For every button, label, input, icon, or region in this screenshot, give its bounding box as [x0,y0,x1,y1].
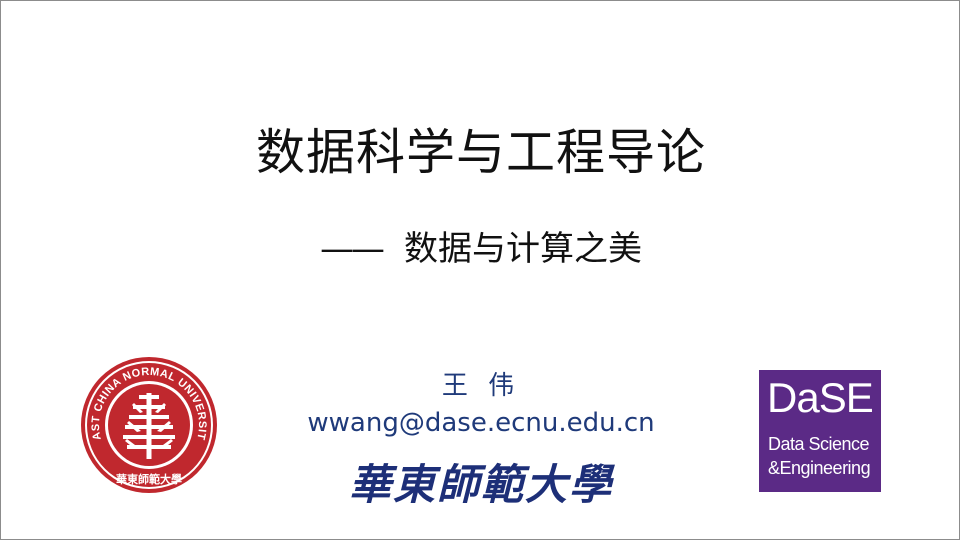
slide-subtitle: —— 数据与计算之美 [1,227,959,271]
university-calligraphy: 華東師範大學 [348,460,613,509]
dase-logo-line2: &Engineering [768,458,871,478]
slide-title: 数据科学与工程导论 [255,124,706,181]
dase-logo: DaSE Data Science &Engineering [759,370,881,492]
logo-tree-icon [123,393,175,459]
subtitle-text: 数据与计算之美 [404,229,642,269]
author-email: wwang@dase.ecnu.edu.cn [307,408,655,438]
ecnu-logo: EAST CHINA NORMAL UNIVERSITY 華東師範大學 [79,355,217,493]
author-name: 王 伟 [441,371,521,401]
logo-bottom-text: 華東師範大學 [116,472,182,486]
dase-logo-subtitle: Data Science &Engineering [768,432,871,480]
dase-logo-abbr: DaSE [767,374,874,421]
dase-logo-line1: Data Science [768,434,870,454]
subtitle-dash: —— [320,229,385,269]
